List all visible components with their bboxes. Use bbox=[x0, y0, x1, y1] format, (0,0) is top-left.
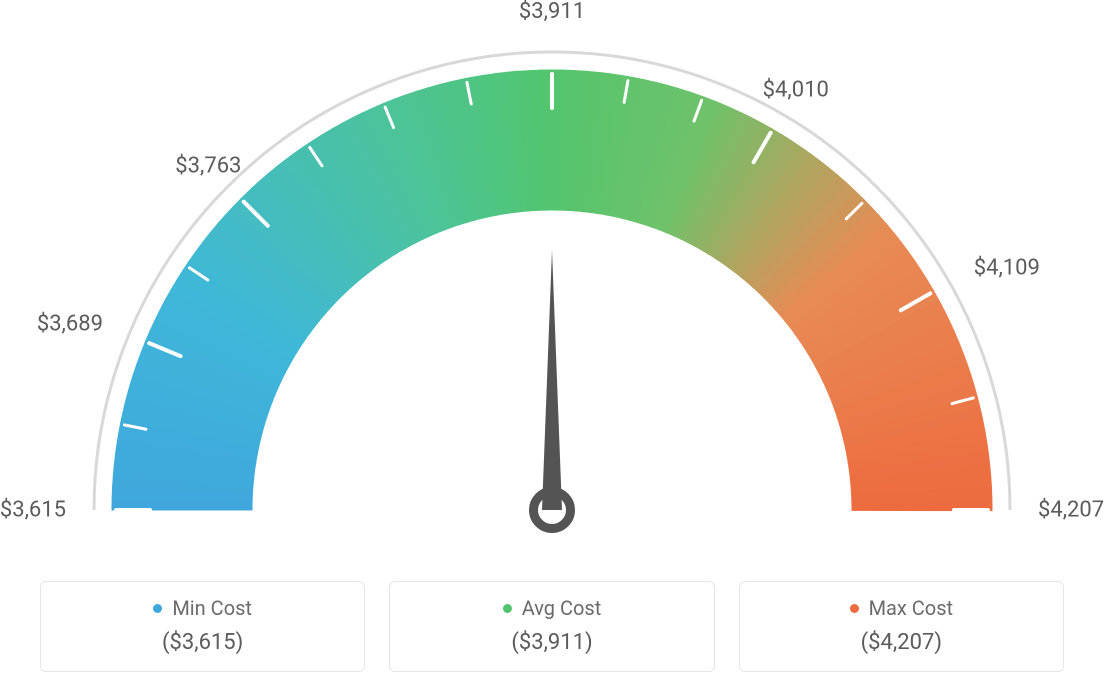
tick-label: $3,911 bbox=[519, 0, 585, 24]
legend-value-min: ($3,615) bbox=[59, 630, 346, 655]
legend-value-avg: ($3,911) bbox=[408, 630, 695, 655]
gauge-svg bbox=[0, 0, 1104, 560]
gauge-chart: $3,615 $3,689 $3,763 $3,911 $4,010 $4,109 $4,2… bbox=[0, 0, 1104, 560]
tick-label: $3,615 bbox=[0, 498, 66, 523]
legend-row: Min Cost ($3,615) Avg Cost ($3,911) Max … bbox=[0, 581, 1104, 672]
dot-icon bbox=[153, 604, 162, 613]
tick-label: $3,689 bbox=[37, 312, 103, 337]
legend-card-min: Min Cost ($3,615) bbox=[40, 581, 365, 672]
tick-label: $3,763 bbox=[175, 154, 241, 179]
tick-label: $4,207 bbox=[1038, 498, 1104, 523]
legend-title-text: Avg Cost bbox=[522, 596, 602, 620]
dot-icon bbox=[850, 604, 859, 613]
legend-value-max: ($4,207) bbox=[758, 630, 1045, 655]
tick-label: $4,109 bbox=[974, 256, 1040, 281]
legend-title-text: Min Cost bbox=[172, 596, 252, 620]
legend-title-min: Min Cost bbox=[153, 596, 252, 620]
tick-label: $4,010 bbox=[763, 77, 829, 102]
dot-icon bbox=[503, 604, 512, 613]
legend-card-avg: Avg Cost ($3,911) bbox=[389, 581, 714, 672]
legend-title-text: Max Cost bbox=[869, 596, 954, 620]
legend-card-max: Max Cost ($4,207) bbox=[739, 581, 1064, 672]
legend-title-avg: Avg Cost bbox=[503, 596, 602, 620]
legend-title-max: Max Cost bbox=[850, 596, 954, 620]
